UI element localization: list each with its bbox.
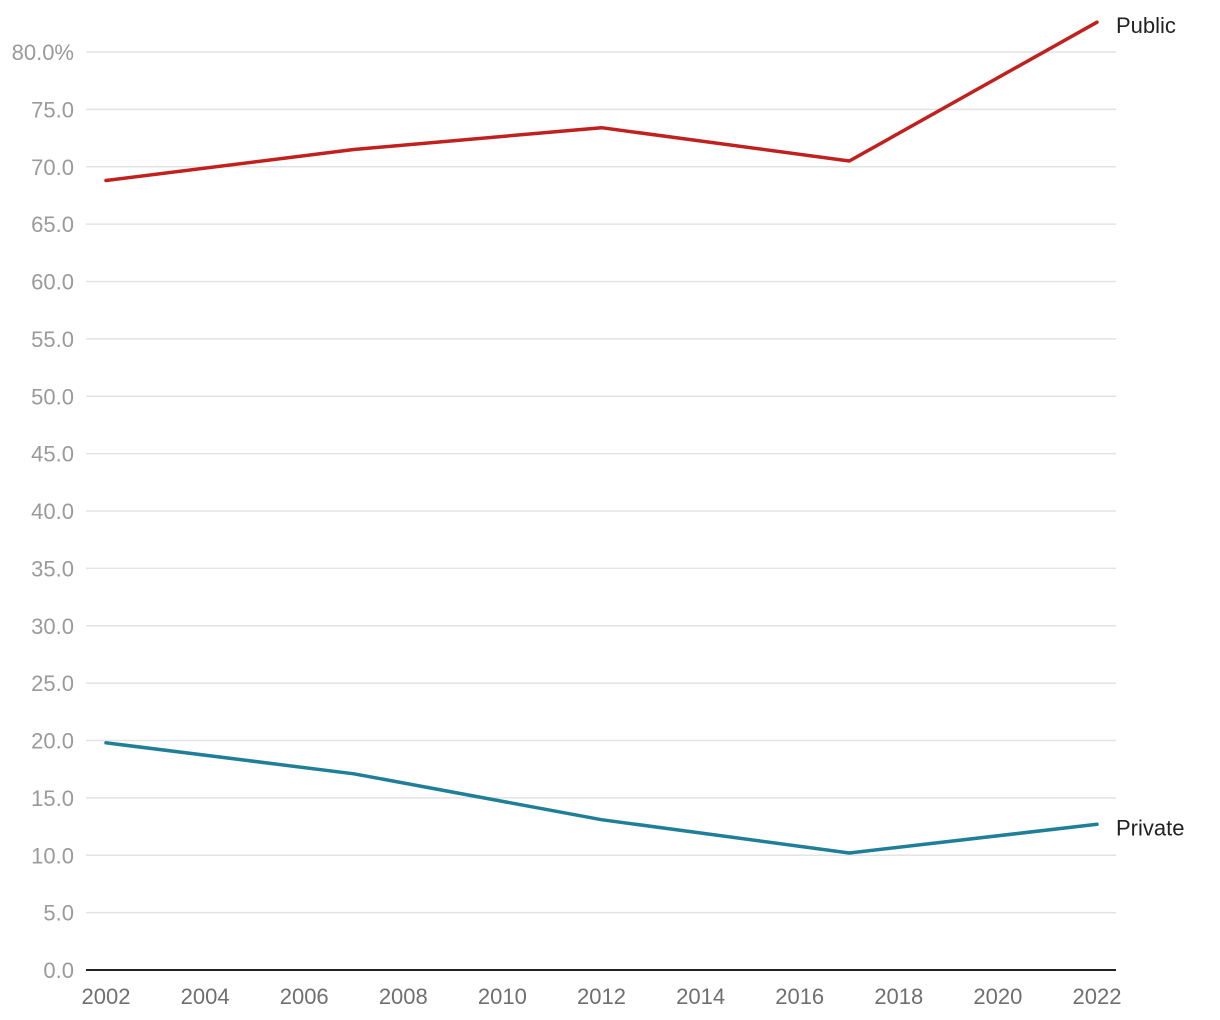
y-tick-label: 20.0 (31, 729, 74, 754)
series-lines (104, 20, 1099, 855)
series-line-public (104, 20, 1099, 183)
y-tick-label: 60.0 (31, 270, 74, 295)
x-tick-label: 2004 (181, 984, 230, 1009)
series-labels: Public Private (1116, 13, 1184, 840)
gridlines (86, 51, 1116, 914)
y-tick-label: 40.0 (31, 499, 74, 524)
x-tick-label: 2020 (973, 984, 1022, 1009)
y-tick-label: 35.0 (31, 556, 74, 581)
x-axis-tick-labels: 2002 2004 2006 2008 2010 2012 2014 2016 2018 2020… (82, 984, 1122, 1009)
x-tick-label: 2008 (379, 984, 428, 1009)
x-tick-label: 2006 (280, 984, 329, 1009)
y-tick-label: 75.0 (31, 97, 74, 122)
y-tick-label: 30.0 (31, 614, 74, 639)
y-tick-label: 80.0% (12, 40, 74, 65)
x-tick-label: 2018 (874, 984, 923, 1009)
y-tick-label: 5.0 (43, 901, 74, 926)
x-tick-label: 2012 (577, 984, 626, 1009)
x-tick-label: 2022 (1073, 984, 1122, 1009)
y-tick-label: 10.0 (31, 843, 74, 868)
y-tick-label: 50.0 (31, 384, 74, 409)
x-tick-label: 2002 (82, 984, 131, 1009)
series-line-private (104, 741, 1099, 855)
series-label-public: Public (1116, 13, 1176, 38)
x-tick-label: 2010 (478, 984, 527, 1009)
series-label-private: Private (1116, 815, 1184, 840)
y-tick-label: 25.0 (31, 671, 74, 696)
y-tick-label: 15.0 (31, 786, 74, 811)
y-tick-label: 70.0 (31, 155, 74, 180)
x-tick-label: 2016 (775, 984, 824, 1009)
x-tick-label: 2014 (676, 984, 725, 1009)
y-axis-tick-labels: 0.0 5.0 10.0 15.0 20.0 25.0 30.0 35.0 40.0 45.0 50… (12, 40, 74, 983)
y-tick-label: 0.0 (43, 958, 74, 983)
y-tick-label: 45.0 (31, 442, 74, 467)
y-tick-label: 65.0 (31, 212, 74, 237)
y-tick-label: 55.0 (31, 327, 74, 352)
